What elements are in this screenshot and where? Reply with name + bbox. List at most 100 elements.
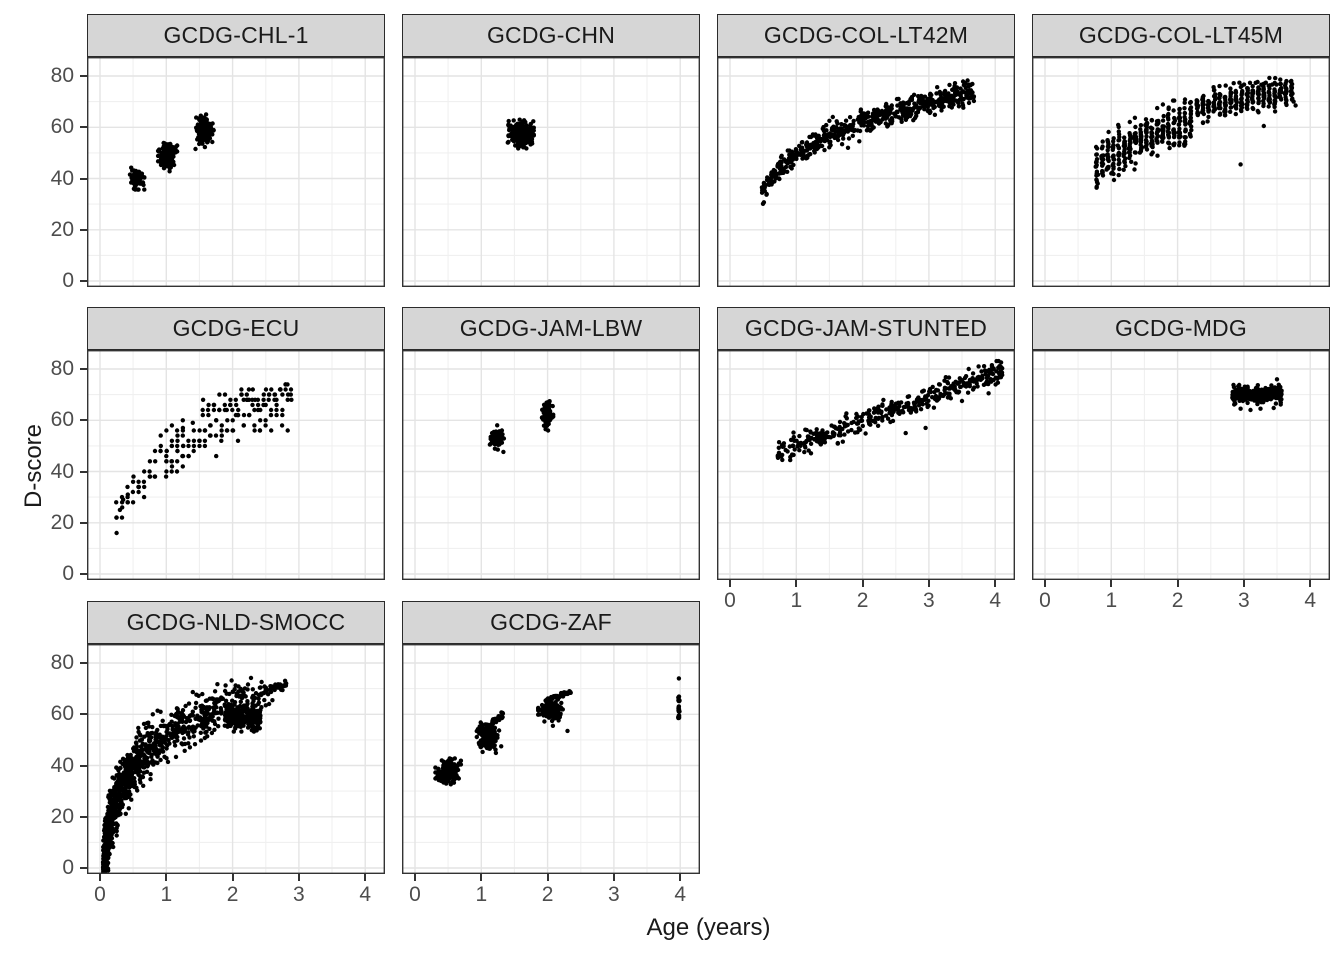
facet-strip: GCDG-ECU [87, 307, 385, 350]
facet-title: GCDG-JAM-LBW [459, 315, 643, 341]
y-tick-mark [80, 280, 87, 282]
x-tick-label: 4 [674, 883, 687, 906]
facet-strip: GCDG-ZAF [402, 601, 700, 644]
y-tick-label: 0 [62, 856, 74, 879]
x-tick-mark [861, 580, 864, 587]
facet-strip: GCDG-JAM-STUNTED [717, 307, 1015, 350]
facet-panel-plot [402, 644, 700, 874]
x-tick-mark [414, 874, 416, 881]
data-points [759, 78, 977, 206]
facet-title: GCDG-JAM-STUNTED [744, 315, 988, 341]
facet-strip: GCDG-MDG [1032, 307, 1330, 350]
y-tick-mark [80, 75, 87, 77]
facet-title: GCDG-CHL-1 [163, 22, 309, 48]
x-axis-title: Age (years) [646, 914, 771, 941]
x-tick-mark [546, 874, 549, 881]
x-tick-mark [1176, 580, 1179, 587]
x-tick-mark [364, 874, 367, 881]
x-tick-mark [795, 580, 798, 587]
facet-title: GCDG-COL-LT42M [763, 22, 969, 48]
x-tick-label: 3 [293, 883, 305, 906]
x-tick-label: 4 [989, 589, 1002, 612]
facet-title: GCDG-ZAF [490, 609, 612, 635]
data-points [505, 117, 536, 151]
x-tick-label: 2 [856, 589, 869, 612]
data-points [1230, 377, 1284, 413]
y-tick-label: 0 [62, 562, 74, 585]
x-tick-label: 0 [409, 883, 421, 906]
data-points [127, 112, 216, 192]
y-tick-mark [80, 470, 87, 473]
y-tick-label: 80 [50, 357, 74, 380]
y-tick-label: 60 [50, 408, 74, 432]
y-tick-mark [80, 764, 87, 767]
facet-title: GCDG-ECU [172, 315, 300, 341]
x-tick-mark [480, 874, 483, 881]
y-tick-mark [80, 713, 87, 716]
facet-panel-plot [1032, 350, 1330, 580]
y-tick-mark [80, 368, 87, 370]
y-tick-label: 40 [50, 166, 74, 190]
facet-title: GCDG-NLD-SMOCC [126, 609, 346, 635]
x-tick-mark [99, 874, 101, 881]
facet-panel-plot [87, 644, 385, 874]
x-tick-mark [1044, 580, 1046, 587]
y-tick-label: 40 [50, 753, 74, 777]
x-tick-mark [297, 874, 300, 881]
y-tick-mark [80, 228, 87, 231]
y-tick-mark [80, 573, 87, 575]
y-tick-label: 20 [50, 804, 74, 828]
facet-strip: GCDG-CHN [402, 14, 700, 57]
x-tick-mark [165, 874, 168, 881]
x-tick-mark [927, 580, 930, 587]
facet-panel-plot [717, 57, 1015, 287]
x-tick-label: 1 [790, 589, 803, 612]
y-tick-mark [80, 867, 87, 869]
x-tick-mark [612, 874, 615, 881]
facet-strip: GCDG-COL-LT45M [1032, 14, 1330, 57]
x-tick-mark [729, 580, 731, 587]
x-tick-mark [994, 580, 997, 587]
facet-strip: GCDG-NLD-SMOCC [87, 601, 385, 644]
facet-panel-plot [717, 350, 1015, 580]
y-tick-label: 60 [50, 702, 74, 726]
facet-title: GCDG-CHN [486, 22, 616, 48]
facet-title: GCDG-COL-LT45M [1078, 22, 1284, 48]
y-tick-mark [80, 126, 87, 129]
y-tick-mark [80, 419, 87, 422]
y-tick-mark [80, 815, 87, 818]
x-tick-mark [231, 874, 234, 881]
y-tick-label: 40 [50, 459, 74, 483]
x-tick-mark [1309, 580, 1312, 587]
data-points [433, 676, 682, 787]
facet-panel-plot [402, 350, 700, 580]
data-points [1093, 75, 1298, 190]
y-tick-label: 80 [50, 651, 74, 674]
y-tick-mark [80, 662, 87, 664]
facet-strip: GCDG-CHL-1 [87, 14, 385, 57]
x-tick-label: 1 [160, 883, 173, 906]
x-tick-label: 0 [1039, 589, 1051, 612]
y-tick-mark [80, 521, 87, 524]
y-tick-mark [80, 177, 87, 180]
data-points [775, 358, 1005, 463]
y-tick-label: 80 [50, 64, 74, 87]
facet-panel-plot [87, 57, 385, 287]
x-tick-label: 0 [94, 883, 106, 906]
y-tick-label: 60 [50, 115, 74, 139]
y-tick-label: 0 [62, 269, 74, 292]
x-tick-label: 0 [724, 589, 736, 612]
y-tick-label: 20 [50, 217, 74, 241]
data-points [100, 675, 289, 874]
facet-strip: GCDG-COL-LT42M [717, 14, 1015, 57]
x-tick-label: 2 [226, 883, 239, 906]
x-tick-label: 4 [1304, 589, 1317, 612]
data-points [114, 382, 294, 536]
data-points [487, 399, 556, 455]
x-tick-mark [1110, 580, 1113, 587]
x-tick-label: 3 [923, 589, 935, 612]
facet-panel-plot [402, 57, 700, 287]
x-tick-label: 2 [1171, 589, 1184, 612]
facet-title: GCDG-MDG [1115, 315, 1247, 341]
